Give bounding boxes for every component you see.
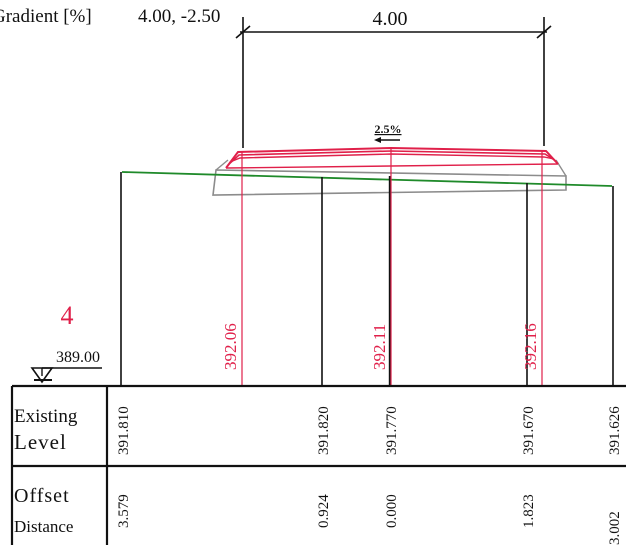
datum-marker: 389.00	[30, 349, 102, 384]
offset-value: 1.823	[521, 494, 537, 528]
datum-triangle-icon	[30, 367, 54, 384]
existing-level-value: 391.770	[384, 406, 400, 455]
existing-ordinates	[120, 172, 614, 386]
gradient-label: Gradient [%]	[0, 6, 92, 27]
offset-value: 0.000	[384, 494, 400, 528]
existing-level-value: 391.820	[316, 406, 332, 455]
offset-value: 3.002	[607, 511, 623, 545]
datum-value: 389.00	[56, 349, 100, 366]
section-number: 4	[61, 301, 74, 330]
crossfall-indicator: 2.5%	[374, 122, 402, 143]
crossfall-label: 2.5%	[375, 122, 402, 136]
section-table: Existing Level Offset Distance 391.810 3…	[10, 384, 626, 545]
offset-label-1: Offset	[14, 485, 70, 507]
existing-level-value: 391.626	[607, 406, 623, 455]
offset-value: 0.924	[316, 494, 332, 528]
existing-ground-line	[121, 171, 613, 187]
pavement-layers	[225, 146, 559, 169]
offset-label-2: Distance	[14, 517, 73, 536]
crossfall-arrow-icon	[374, 137, 381, 143]
width-dimension: 4.00	[235, 8, 552, 148]
gradient-value: 4.00, -2.50	[138, 6, 220, 27]
width-dimension-label: 4.00	[373, 8, 408, 30]
design-level-right: 392.16	[521, 323, 540, 370]
design-level-left: 392.06	[221, 323, 240, 370]
design-ordinates	[241, 148, 543, 386]
existing-level-value: 391.670	[521, 406, 537, 455]
existing-level-value: 391.810	[116, 406, 132, 455]
offset-value: 3.579	[116, 494, 132, 528]
design-level-center: 392.11	[370, 324, 389, 370]
existing-level-label-1: Existing	[14, 406, 78, 427]
existing-level-label-2: Level	[14, 430, 67, 454]
